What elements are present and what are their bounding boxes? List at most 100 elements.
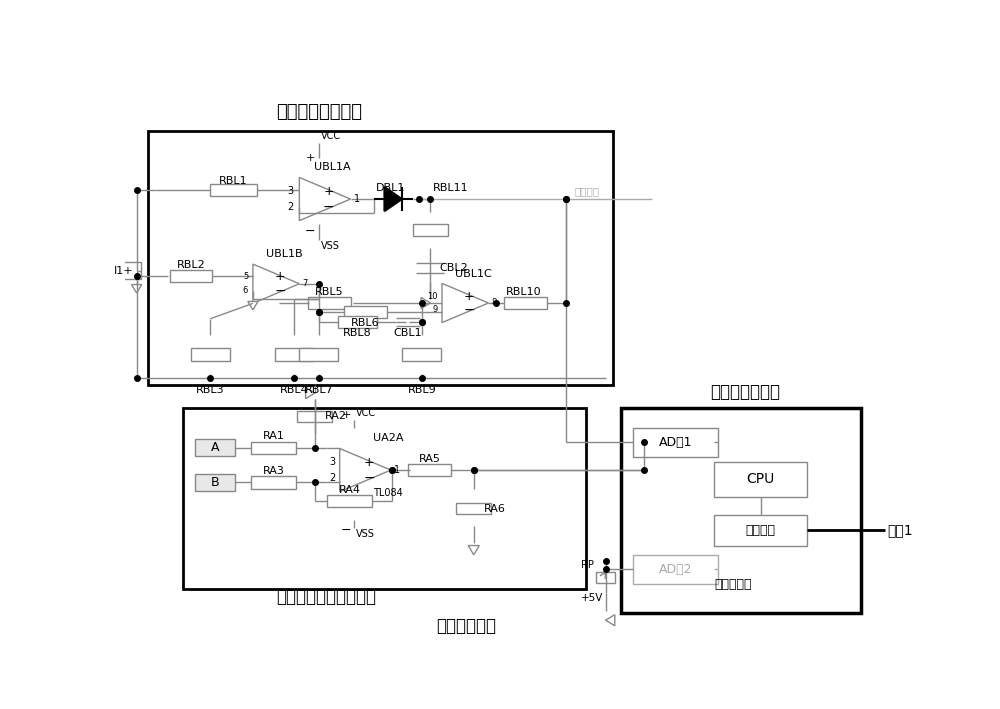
Text: VCC: VCC <box>356 408 376 418</box>
Text: RA1: RA1 <box>263 431 285 441</box>
Text: RBL11: RBL11 <box>433 183 468 194</box>
Text: 8: 8 <box>492 298 497 308</box>
Text: 输出电压反馈差分电路: 输出电压反馈差分电路 <box>276 588 376 606</box>
Bar <box>299 348 338 361</box>
Bar <box>183 408 586 589</box>
Bar <box>633 554 718 584</box>
Text: −: − <box>305 225 316 238</box>
Text: 均流每线: 均流每线 <box>574 186 600 196</box>
Text: +: + <box>464 289 474 303</box>
Text: RBL4: RBL4 <box>280 386 308 396</box>
Text: CBL1: CBL1 <box>394 328 422 338</box>
Bar <box>308 297 351 309</box>
Text: RBL6: RBL6 <box>351 318 380 328</box>
Text: RBL5: RBL5 <box>315 287 344 297</box>
Bar <box>106 262 140 279</box>
Text: 2: 2 <box>329 473 335 483</box>
Bar <box>251 476 296 489</box>
Bar <box>327 495 372 507</box>
Bar <box>210 184 257 196</box>
Text: +: + <box>324 185 334 198</box>
Text: 1: 1 <box>354 194 361 204</box>
Bar <box>413 223 448 236</box>
Text: 5: 5 <box>243 272 248 281</box>
Bar <box>714 462 807 497</box>
Bar <box>633 428 718 457</box>
Bar <box>148 131 613 386</box>
Bar <box>621 408 861 613</box>
Text: 驱动1: 驱动1 <box>887 523 912 537</box>
Text: A: A <box>211 441 219 454</box>
Text: UBL1C: UBL1C <box>455 269 491 279</box>
Text: +: + <box>306 153 316 163</box>
Text: RA4: RA4 <box>339 485 361 495</box>
Bar <box>504 297 547 309</box>
Bar <box>275 348 313 361</box>
Polygon shape <box>606 615 615 626</box>
Text: −: − <box>463 303 475 317</box>
Text: RA2: RA2 <box>325 411 347 421</box>
Bar <box>714 515 807 545</box>
Polygon shape <box>384 187 402 211</box>
Text: VCC: VCC <box>321 130 341 140</box>
Bar <box>170 270 212 282</box>
Bar <box>251 442 296 454</box>
Bar <box>195 474 235 491</box>
Text: −: − <box>323 200 335 213</box>
Bar <box>191 348 230 361</box>
Text: RP: RP <box>581 560 594 570</box>
Bar <box>596 571 615 583</box>
Text: VSS: VSS <box>356 530 375 540</box>
Bar <box>402 348 441 361</box>
Text: TL084: TL084 <box>373 489 403 498</box>
Text: AD口2: AD口2 <box>658 563 692 576</box>
Text: UBL1A: UBL1A <box>314 162 351 172</box>
Text: RA5: RA5 <box>419 454 441 464</box>
Text: +5V: +5V <box>581 593 603 603</box>
Text: RBL1: RBL1 <box>219 176 248 186</box>
Text: +: + <box>342 410 351 420</box>
Text: CBL2: CBL2 <box>440 263 468 274</box>
Text: 3: 3 <box>287 186 293 196</box>
Bar <box>344 306 387 318</box>
Text: B: B <box>211 476 219 489</box>
Polygon shape <box>306 388 315 398</box>
Text: CPU: CPU <box>746 472 775 486</box>
Text: +: + <box>275 270 285 284</box>
Polygon shape <box>468 545 479 554</box>
Bar <box>408 464 451 476</box>
Text: −: − <box>274 284 286 298</box>
Text: 3: 3 <box>329 457 335 467</box>
Text: 数字控制器: 数字控制器 <box>714 578 752 591</box>
Polygon shape <box>248 301 258 310</box>
Text: UA2A: UA2A <box>373 432 404 442</box>
Text: 2: 2 <box>287 202 293 212</box>
Text: 7: 7 <box>302 279 308 289</box>
Text: RBL2: RBL2 <box>176 260 205 270</box>
Text: VSS: VSS <box>321 242 340 252</box>
Bar <box>195 440 235 456</box>
Text: 数字信号处理器: 数字信号处理器 <box>710 383 780 401</box>
Bar <box>338 316 377 328</box>
Text: RBL7: RBL7 <box>304 386 333 396</box>
Text: 6: 6 <box>243 286 248 295</box>
Text: RBL8: RBL8 <box>343 328 372 338</box>
Bar <box>297 411 332 422</box>
Text: I1+: I1+ <box>114 266 133 276</box>
Text: RA6: RA6 <box>484 503 506 513</box>
Text: DBL1: DBL1 <box>376 183 405 194</box>
Text: RBL3: RBL3 <box>196 386 225 396</box>
Text: RBL9: RBL9 <box>407 386 436 396</box>
Polygon shape <box>421 298 430 308</box>
Text: AD口1: AD口1 <box>658 436 692 449</box>
Bar <box>456 503 491 514</box>
Text: 驱动单元: 驱动单元 <box>746 524 776 537</box>
Text: −: − <box>363 471 375 485</box>
Text: UBL1B: UBL1B <box>266 250 302 259</box>
Text: −: − <box>341 524 351 537</box>
Text: +: + <box>364 456 374 469</box>
Text: RA3: RA3 <box>263 466 285 476</box>
Text: 10: 10 <box>427 291 437 301</box>
Polygon shape <box>132 284 142 293</box>
Text: 9: 9 <box>432 306 437 314</box>
